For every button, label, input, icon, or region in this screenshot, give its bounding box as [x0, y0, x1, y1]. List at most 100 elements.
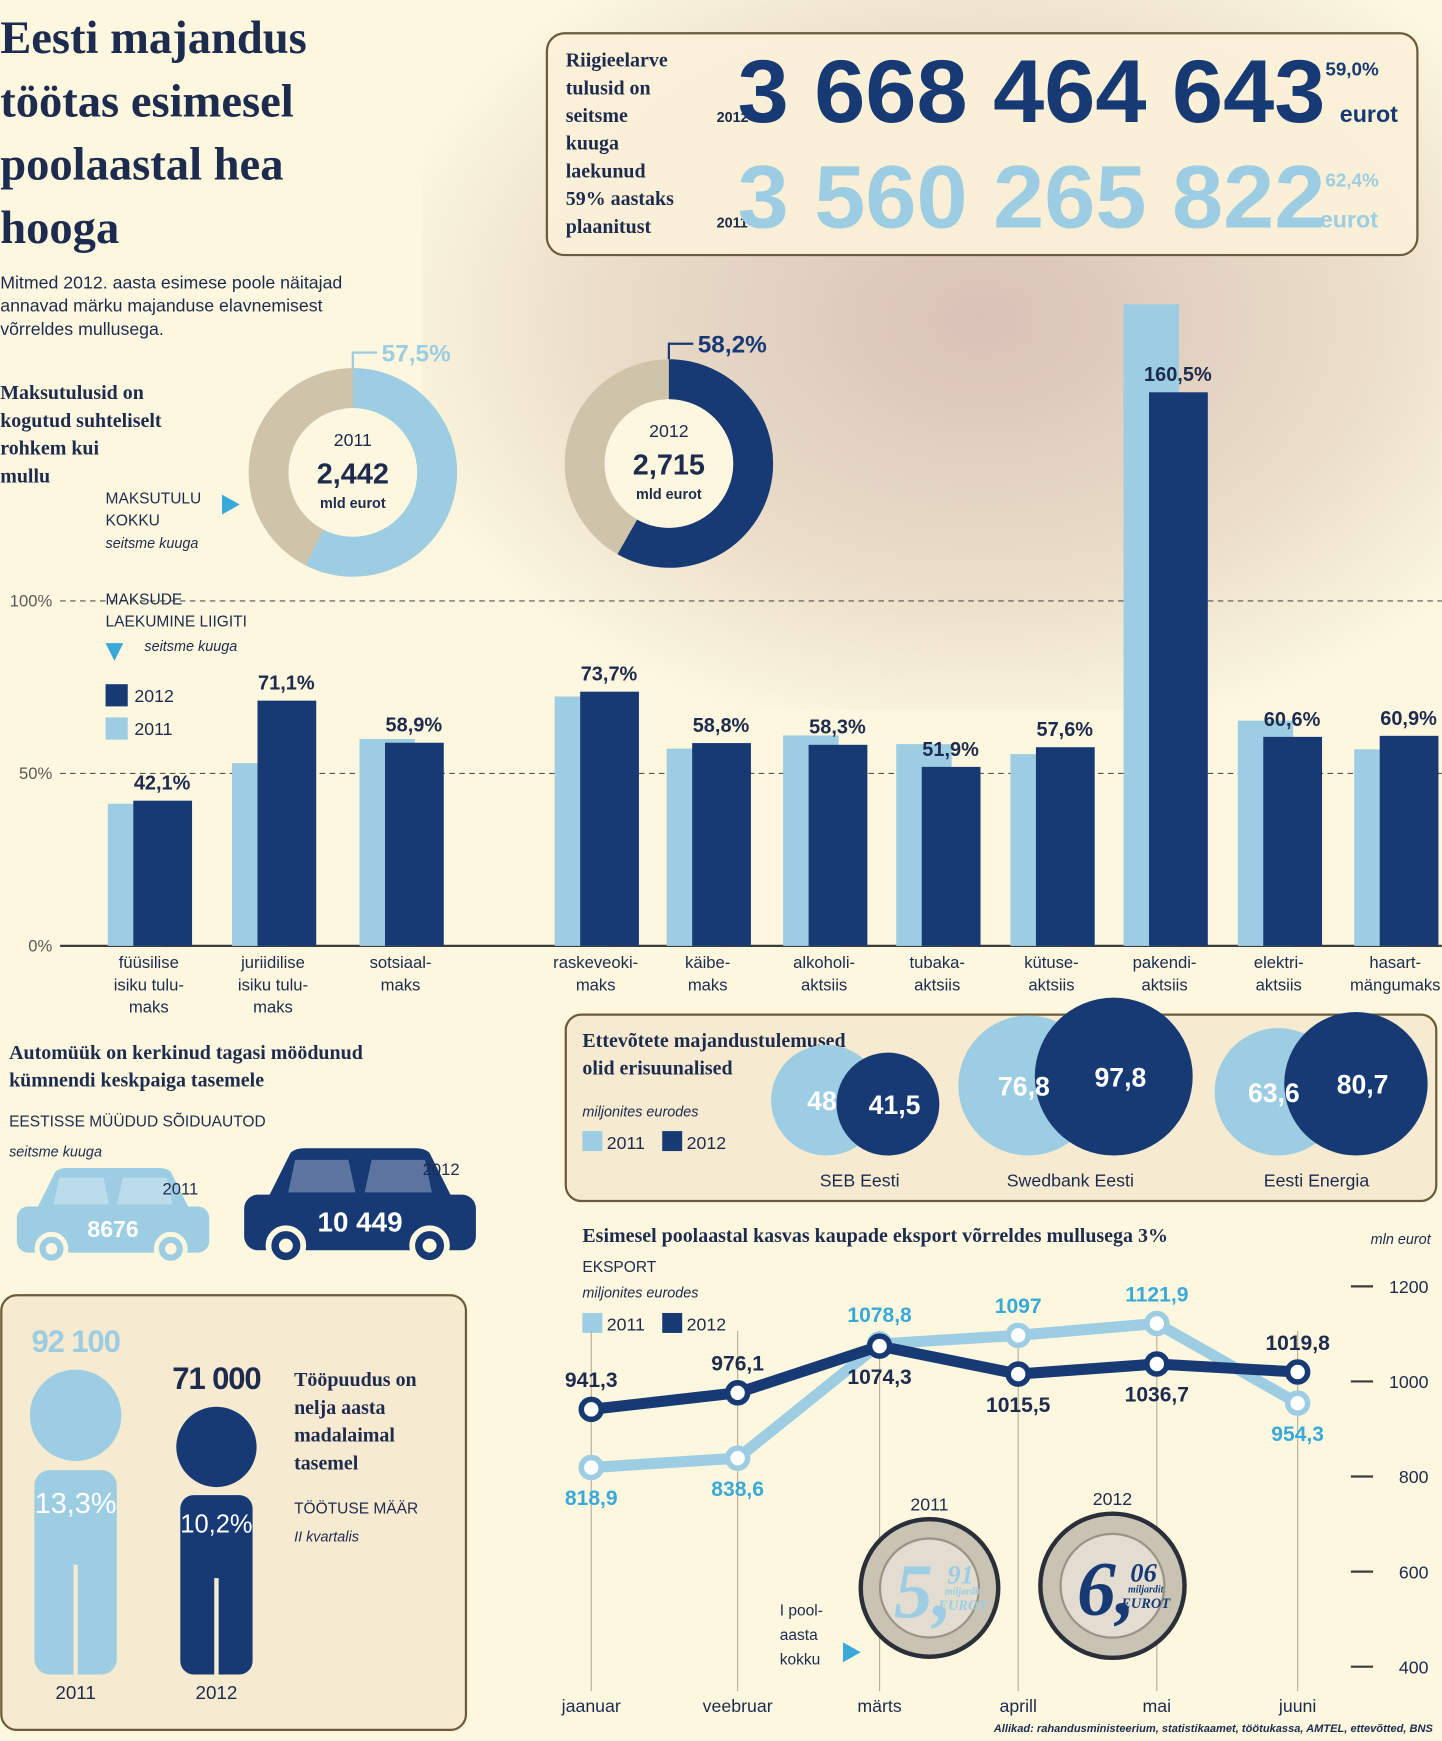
line-point: [1005, 1361, 1031, 1387]
car-window: [53, 1177, 110, 1205]
label-leader: [667, 342, 694, 360]
y-tick-label: 0%: [28, 936, 52, 955]
car-hub: [45, 1242, 58, 1255]
legend-label: 2012: [687, 1315, 726, 1335]
coin-label: aasta: [780, 1627, 818, 1644]
x-tick-label: sotsiaal-: [370, 953, 432, 972]
car: [16, 1167, 210, 1266]
bubble: [1034, 997, 1193, 1156]
bubble: [836, 1052, 940, 1156]
x-tick-label: SEB Eesti: [820, 1171, 900, 1191]
series-line: [590, 1340, 1298, 1415]
budget-percent: 59,0%: [1325, 58, 1379, 79]
x-tick-label: mängumaks: [1350, 975, 1441, 994]
donut-arc: [305, 368, 458, 577]
point-label: 1097: [995, 1295, 1042, 1318]
bar-value-label: 71,1%: [258, 673, 315, 695]
x-tick-label: raskeveoki-: [553, 953, 638, 972]
chart-title: Ettevõtete majandustulemused: [582, 1030, 845, 1052]
donut-percent-label: 58,2%: [698, 332, 767, 359]
coin-label: kokku: [780, 1651, 821, 1668]
source-note: Allikad: rahandusministeerium, statistik…: [993, 1723, 1434, 1735]
bar: [257, 700, 317, 946]
point-label: 1015,5: [986, 1394, 1051, 1417]
x-tick-label: elektri-: [1254, 953, 1304, 972]
bar: [133, 800, 193, 946]
coin-unit: EUROT: [937, 1598, 988, 1614]
bar-value-label: 60,6%: [1264, 709, 1321, 731]
line-point: [1005, 1322, 1031, 1349]
coin-center: [878, 1537, 981, 1639]
point-label: 838,6: [711, 1478, 764, 1501]
donut-total: 2,715: [633, 450, 705, 482]
chart-title: kümnendi keskpaiga tasemele: [9, 1070, 264, 1092]
donut-year: 2012: [649, 421, 688, 441]
bar: [1149, 392, 1208, 946]
bar-value-label: 160,5%: [1144, 364, 1212, 386]
legend-swatch: [105, 684, 128, 707]
x-tick-label: tubaka-: [910, 953, 965, 972]
budget-amount: 3 560 265 822: [738, 147, 1326, 246]
coin-whole: 5,: [894, 1548, 952, 1634]
bar: [1035, 747, 1095, 946]
chart-label: TÖÖTUSE MÄÄR: [294, 1500, 418, 1518]
chart-title: nelja aasta: [294, 1397, 385, 1419]
subtitle-line: võrreldes mullusega.: [0, 319, 164, 339]
donut-total: 2,442: [317, 458, 389, 490]
point-label: 1019,8: [1265, 1332, 1330, 1355]
x-tick-label: käibe-: [685, 953, 730, 972]
legend-label: 2012: [687, 1133, 726, 1153]
bubble-label: 76,8: [998, 1072, 1050, 1102]
x-tick-label: füüsilise: [119, 953, 179, 972]
pointer-triangle: [105, 643, 124, 661]
budget-year: 2011: [717, 215, 748, 231]
coin-whole: 6,: [1077, 1546, 1135, 1632]
chart-title: mullu: [0, 465, 50, 487]
bar-value-label: 73,7%: [581, 664, 638, 686]
y-unit: mln eurot: [1371, 1232, 1432, 1248]
x-tick-label: pakendi-: [1133, 953, 1197, 972]
y-tick-label: 800: [1399, 1467, 1429, 1487]
legend-swatch: [662, 1131, 683, 1152]
donut-unit: mld eurot: [320, 496, 386, 512]
donut-unit: mld eurot: [636, 487, 702, 503]
title-line: Eesti majandus: [0, 13, 307, 64]
budget-label: plaanitust: [566, 216, 652, 238]
chart-label: MAKSUDE: [106, 591, 183, 608]
legend-label: 2011: [607, 1133, 645, 1153]
pointer-triangle: [842, 1642, 861, 1663]
x-tick-label: aktsiis: [914, 975, 960, 994]
chart-title: olid erisuunalised: [582, 1058, 732, 1080]
budget-unit: eurot: [1340, 101, 1398, 127]
point-label: 1078,8: [847, 1304, 912, 1327]
line-point: [1144, 1351, 1170, 1377]
budget-label: seitsme: [566, 105, 628, 127]
budget-box: [545, 32, 1419, 257]
x-tick-label: isiku tulu-: [114, 975, 184, 994]
chart-sublabel: miljonites eurodes: [582, 1105, 698, 1121]
x-tick-label: maks: [576, 975, 616, 994]
person-icon: [29, 1369, 122, 1675]
y-tick-label: 50%: [19, 764, 52, 783]
bar: [921, 766, 981, 946]
bar: [1379, 735, 1439, 946]
y-tick-label: 600: [1399, 1562, 1429, 1582]
bar-value-label: 60,9%: [1380, 708, 1437, 730]
coin-year: 2011: [910, 1494, 948, 1514]
car-hub: [278, 1238, 293, 1253]
person-year: 2012: [195, 1682, 237, 1703]
x-tick-label: maks: [688, 975, 728, 994]
budget-label: laekunud: [566, 160, 646, 182]
person-head: [29, 1369, 122, 1462]
car-year: 2011: [163, 1180, 199, 1199]
chart-title: tasemel: [294, 1452, 359, 1474]
bar: [1263, 736, 1323, 946]
pointer-triangle: [221, 494, 240, 515]
person-year: 2011: [55, 1682, 96, 1703]
line-point: [1284, 1359, 1311, 1385]
line-point: [1284, 1390, 1311, 1416]
x-tick-label: märts: [857, 1696, 901, 1716]
budget-year: 2012: [717, 110, 749, 126]
